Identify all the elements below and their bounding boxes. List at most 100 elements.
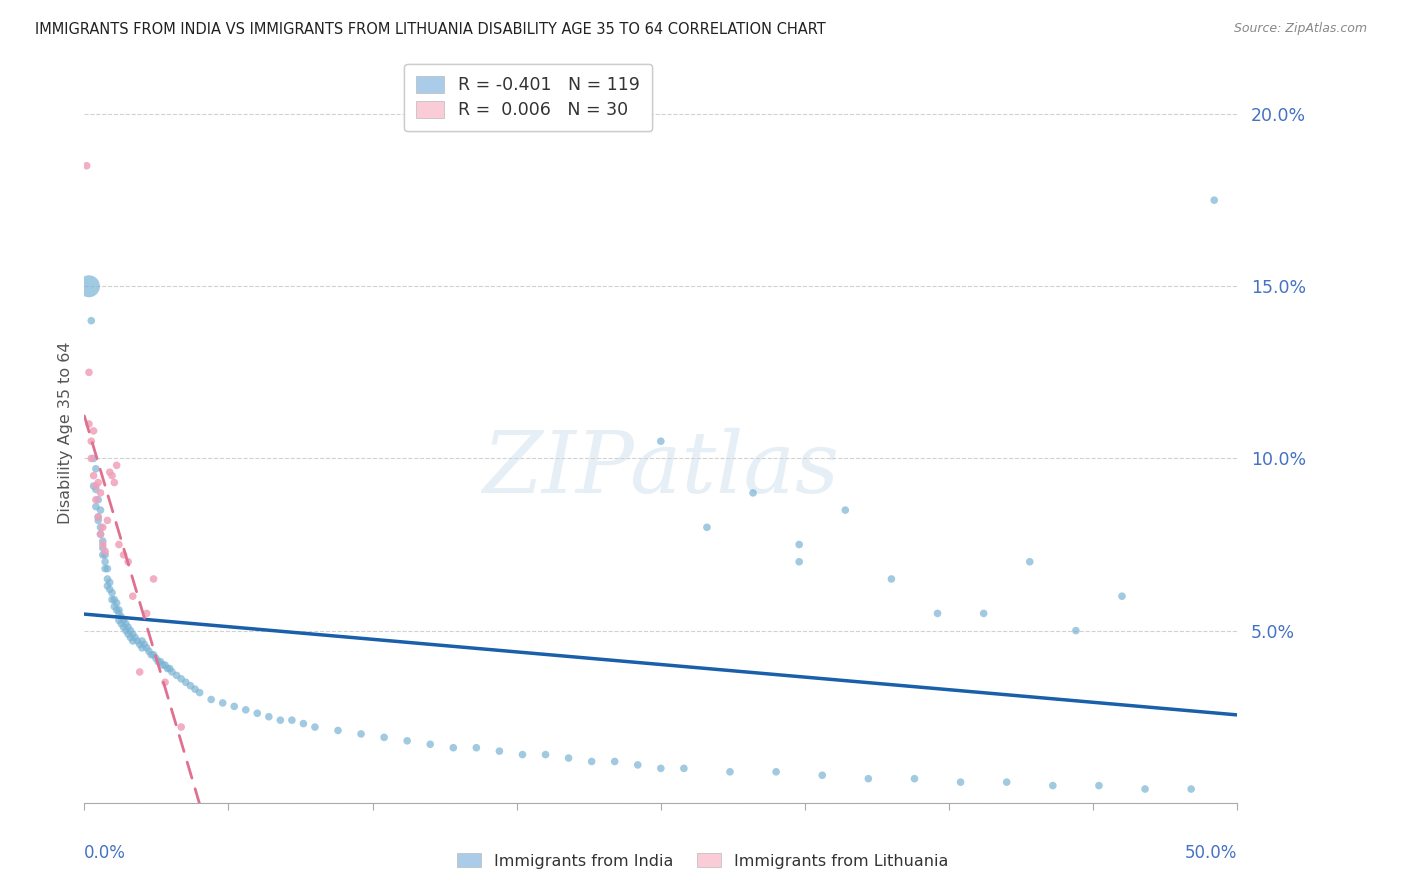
Point <box>117 555 139 569</box>
Point <box>87 510 110 524</box>
Point <box>96 579 118 593</box>
Point <box>224 699 246 714</box>
Point <box>465 740 488 755</box>
Legend: R = -0.401   N = 119, R =  0.006   N = 30: R = -0.401 N = 119, R = 0.006 N = 30 <box>405 63 652 131</box>
Point <box>742 486 765 500</box>
Point <box>534 747 557 762</box>
Point <box>512 747 534 762</box>
Point <box>787 537 810 551</box>
Point <box>91 537 114 551</box>
Point <box>84 483 107 497</box>
Point <box>927 607 949 621</box>
Point <box>949 775 972 789</box>
Point <box>91 520 114 534</box>
Point <box>145 651 167 665</box>
Point <box>108 613 131 627</box>
Point <box>94 544 117 558</box>
Point <box>94 561 117 575</box>
Point <box>188 685 211 699</box>
Point <box>89 520 111 534</box>
Point <box>87 492 110 507</box>
Point <box>112 548 135 562</box>
Point <box>1204 193 1226 207</box>
Point <box>603 755 626 769</box>
Point <box>650 434 672 449</box>
Point <box>80 434 103 449</box>
Point <box>488 744 510 758</box>
Text: IMMIGRANTS FROM INDIA VS IMMIGRANTS FROM LITHUANIA DISABILITY AGE 35 TO 64 CORRE: IMMIGRANTS FROM INDIA VS IMMIGRANTS FROM… <box>35 22 825 37</box>
Point <box>115 624 138 638</box>
Point <box>87 513 110 527</box>
Point <box>134 637 156 651</box>
Point <box>135 640 157 655</box>
Point <box>350 727 373 741</box>
Point <box>83 468 105 483</box>
Point <box>131 634 153 648</box>
Point <box>103 592 125 607</box>
Point <box>149 655 172 669</box>
Point <box>101 468 124 483</box>
Point <box>672 761 695 775</box>
Point <box>77 279 100 293</box>
Point <box>105 603 128 617</box>
Point <box>115 616 138 631</box>
Point <box>96 572 118 586</box>
Point <box>138 644 160 658</box>
Point <box>834 503 856 517</box>
Point <box>858 772 880 786</box>
Point <box>419 737 441 751</box>
Point <box>91 534 114 549</box>
Point <box>91 548 114 562</box>
Point <box>160 665 183 679</box>
Point <box>174 675 197 690</box>
Point <box>89 527 111 541</box>
Text: 50.0%: 50.0% <box>1185 844 1237 862</box>
Point <box>1018 555 1040 569</box>
Point <box>94 555 117 569</box>
Point <box>326 723 349 738</box>
Point <box>170 672 193 686</box>
Point <box>787 555 810 569</box>
Point <box>557 751 579 765</box>
Point <box>117 620 139 634</box>
Point <box>396 734 419 748</box>
Point <box>281 713 304 727</box>
Point <box>141 648 163 662</box>
Point <box>1042 779 1064 793</box>
Text: Source: ZipAtlas.com: Source: ZipAtlas.com <box>1233 22 1367 36</box>
Point <box>650 761 672 775</box>
Point <box>76 159 98 173</box>
Point <box>84 479 107 493</box>
Point <box>83 479 105 493</box>
Point <box>200 692 222 706</box>
Point <box>120 624 142 638</box>
Point <box>83 424 105 438</box>
Text: 0.0%: 0.0% <box>84 844 127 862</box>
Point <box>903 772 925 786</box>
Point <box>108 607 131 621</box>
Point <box>581 755 603 769</box>
Point <box>235 703 257 717</box>
Point <box>159 661 181 675</box>
Point <box>108 603 131 617</box>
Point <box>627 758 650 772</box>
Point <box>98 465 121 479</box>
Point <box>128 637 150 651</box>
Point <box>1088 779 1111 793</box>
Point <box>696 520 718 534</box>
Point <box>80 314 103 328</box>
Point <box>292 716 315 731</box>
Point <box>84 492 107 507</box>
Point <box>441 740 464 755</box>
Point <box>1180 782 1202 797</box>
Point <box>973 607 995 621</box>
Point <box>269 713 291 727</box>
Point <box>142 572 165 586</box>
Point <box>121 634 143 648</box>
Point <box>1111 589 1133 603</box>
Point <box>166 668 188 682</box>
Point <box>995 775 1018 789</box>
Point <box>103 475 125 490</box>
Text: ZIPatlas: ZIPatlas <box>482 428 839 511</box>
Point <box>96 513 118 527</box>
